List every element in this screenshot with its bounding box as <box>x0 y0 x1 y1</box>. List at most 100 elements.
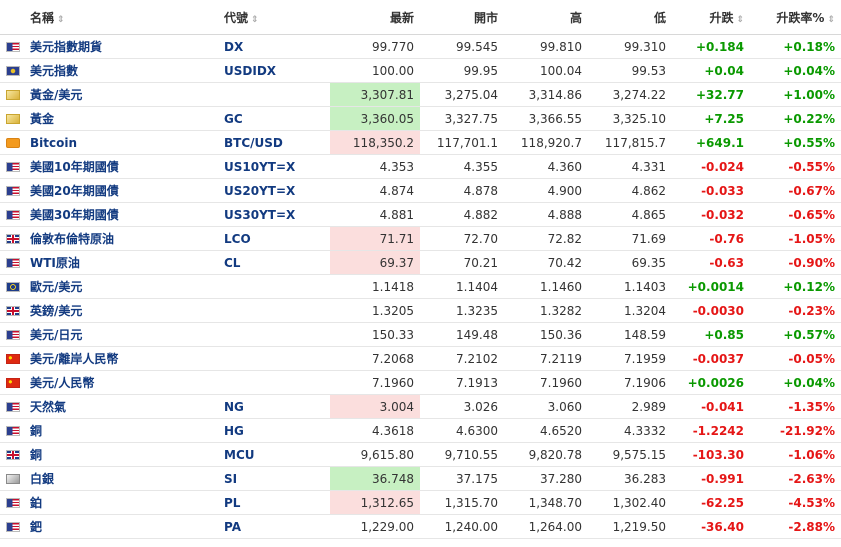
symbol-link[interactable]: DX <box>224 39 244 54</box>
instrument-name-link[interactable]: 美元/日元 <box>30 328 83 342</box>
symbol-link[interactable]: NG <box>224 399 244 414</box>
open-price-cell: 9,710.55 <box>420 442 504 467</box>
last-price-cell: 4.353 <box>330 154 420 179</box>
last-price-cell: 4.874 <box>330 178 420 203</box>
change-column-header[interactable]: 升跌 ⇕ <box>672 0 750 35</box>
sort-icon[interactable]: ⇕ <box>827 14 835 25</box>
instrument-name-link[interactable]: 銅 <box>30 448 43 462</box>
symbol-link[interactable]: HG <box>224 423 244 438</box>
high-price-cell: 150.36 <box>504 322 588 347</box>
symbol-link[interactable]: MCU <box>224 447 255 462</box>
name-cell: 美國20年期國債 <box>24 178 218 203</box>
flag-cell <box>0 370 24 395</box>
flag-cell <box>0 418 24 443</box>
instrument-name-link[interactable]: 美元指數 <box>30 64 79 78</box>
instrument-name-link[interactable]: 美國10年期國債 <box>30 160 119 174</box>
symbol-link[interactable]: USDIDX <box>224 63 277 78</box>
change-cell: -103.30 <box>672 442 750 467</box>
name-cell: 英鎊/美元 <box>24 298 218 323</box>
last-price-cell: 3,307.81 <box>330 82 420 107</box>
last-price-cell: 69.37 <box>330 250 420 275</box>
instrument-name-link[interactable]: 美元/離岸人民幣 <box>30 352 119 366</box>
high-price-cell: 100.04 <box>504 58 588 83</box>
sort-icon[interactable]: ⇕ <box>251 14 259 25</box>
low-price-cell: 7.1906 <box>588 370 672 395</box>
symbol-link[interactable]: PL <box>224 495 241 510</box>
instrument-name-link[interactable]: 美國30年期國債 <box>30 208 119 222</box>
symbol-cell <box>218 82 330 107</box>
instrument-name-link[interactable]: 英鎊/美元 <box>30 304 83 318</box>
change-cell: -0.024 <box>672 154 750 179</box>
high-price-cell: 4.6520 <box>504 418 588 443</box>
flag-cell <box>0 34 24 59</box>
symbol-link[interactable]: US20YT=X <box>224 183 296 198</box>
low-price-cell: 3,274.22 <box>588 82 672 107</box>
instrument-name-link[interactable]: 黃金/美元 <box>30 88 83 102</box>
change-pct-cell: +0.04% <box>750 370 841 395</box>
instrument-name-link[interactable]: 美元/人民幣 <box>30 376 95 390</box>
high-price-cell: 3,314.86 <box>504 82 588 107</box>
open-price-cell: 3,275.04 <box>420 82 504 107</box>
instrument-name-link[interactable]: 白銀 <box>30 472 55 486</box>
table-row: 美國30年期國債 US30YT=X 4.881 4.882 4.888 4.865 -0.0… <box>0 202 841 227</box>
instrument-name-link[interactable]: 鈀 <box>30 520 43 534</box>
change-cell: -0.0037 <box>672 346 750 371</box>
table-row: 天然氣 NG 3.004 3.026 3.060 2.989 -0.041 -1.35% <box>0 394 841 419</box>
change-pct-cell: +0.04% <box>750 58 841 83</box>
flag-cell <box>0 130 24 155</box>
name-cell: WTI原油 <box>24 250 218 275</box>
name-cell: 白銀 <box>24 466 218 491</box>
name-cell: 鉑 <box>24 490 218 515</box>
sort-icon[interactable]: ⇕ <box>57 14 65 25</box>
symbol-cell: PL <box>218 490 330 515</box>
name-cell: 銅 <box>24 442 218 467</box>
silver-flag-icon <box>6 474 20 484</box>
change-pct-cell: -2.88% <box>750 514 841 539</box>
symbol-link[interactable]: BTC/USD <box>224 135 283 150</box>
symbol-link[interactable]: US10YT=X <box>224 159 296 174</box>
instrument-name-link[interactable]: WTI原油 <box>30 256 80 270</box>
symbol-link[interactable]: LCO <box>224 231 251 246</box>
flag-cell <box>0 202 24 227</box>
table-row: 美元/人民幣 7.1960 7.1913 7.1960 7.1906 +0.0026 +0.… <box>0 370 841 395</box>
last-price-cell: 4.881 <box>330 202 420 227</box>
symbol-cell <box>218 346 330 371</box>
symbol-column-header[interactable]: 代號 ⇕ <box>218 0 330 35</box>
table-row: 鉑 PL 1,312.65 1,315.70 1,348.70 1,302.40 -62.2… <box>0 490 841 515</box>
instrument-name-link[interactable]: 倫敦布倫特原油 <box>30 232 115 246</box>
instrument-name-link[interactable]: 黃金 <box>30 112 55 126</box>
symbol-link[interactable]: PA <box>224 519 241 534</box>
flag-cell <box>0 106 24 131</box>
symbol-link[interactable]: CL <box>224 255 241 270</box>
low-price-cell: 36.283 <box>588 466 672 491</box>
change-pct-column-header[interactable]: 升跌率% ⇕ <box>750 0 841 35</box>
symbol-cell <box>218 298 330 323</box>
instrument-name-link[interactable]: Bitcoin <box>30 135 78 150</box>
sort-icon[interactable]: ⇕ <box>736 14 744 25</box>
low-price-cell: 1.1403 <box>588 274 672 299</box>
change-cell: +32.77 <box>672 82 750 107</box>
gold-flag-icon <box>6 90 20 100</box>
name-cell: 歐元/美元 <box>24 274 218 299</box>
name-cell: Bitcoin <box>24 130 218 155</box>
low-price-cell: 117,815.7 <box>588 130 672 155</box>
instrument-name-link[interactable]: 鉑 <box>30 496 43 510</box>
symbol-link[interactable]: GC <box>224 111 243 126</box>
change-pct-cell: +0.18% <box>750 34 841 59</box>
open-price-cell: 1,315.70 <box>420 490 504 515</box>
instrument-name-link[interactable]: 銅 <box>30 424 43 438</box>
open-price-cell: 37.175 <box>420 466 504 491</box>
low-price-cell: 148.59 <box>588 322 672 347</box>
table-row: 美元/日元 150.33 149.48 150.36 148.59 +0.85 +0.57% <box>0 322 841 347</box>
instrument-name-link[interactable]: 美國20年期國債 <box>30 184 119 198</box>
low-price-cell: 4.331 <box>588 154 672 179</box>
symbol-link[interactable]: SI <box>224 471 238 486</box>
instrument-name-link[interactable]: 天然氣 <box>30 400 67 414</box>
last-header-label: 最新 <box>389 10 414 25</box>
change-cell: -0.0030 <box>672 298 750 323</box>
symbol-link[interactable]: US30YT=X <box>224 207 296 222</box>
instrument-name-link[interactable]: 歐元/美元 <box>30 280 83 294</box>
name-column-header[interactable]: 名稱 ⇕ <box>24 0 218 35</box>
instrument-name-link[interactable]: 美元指數期貨 <box>30 40 103 54</box>
symbol-cell <box>218 370 330 395</box>
